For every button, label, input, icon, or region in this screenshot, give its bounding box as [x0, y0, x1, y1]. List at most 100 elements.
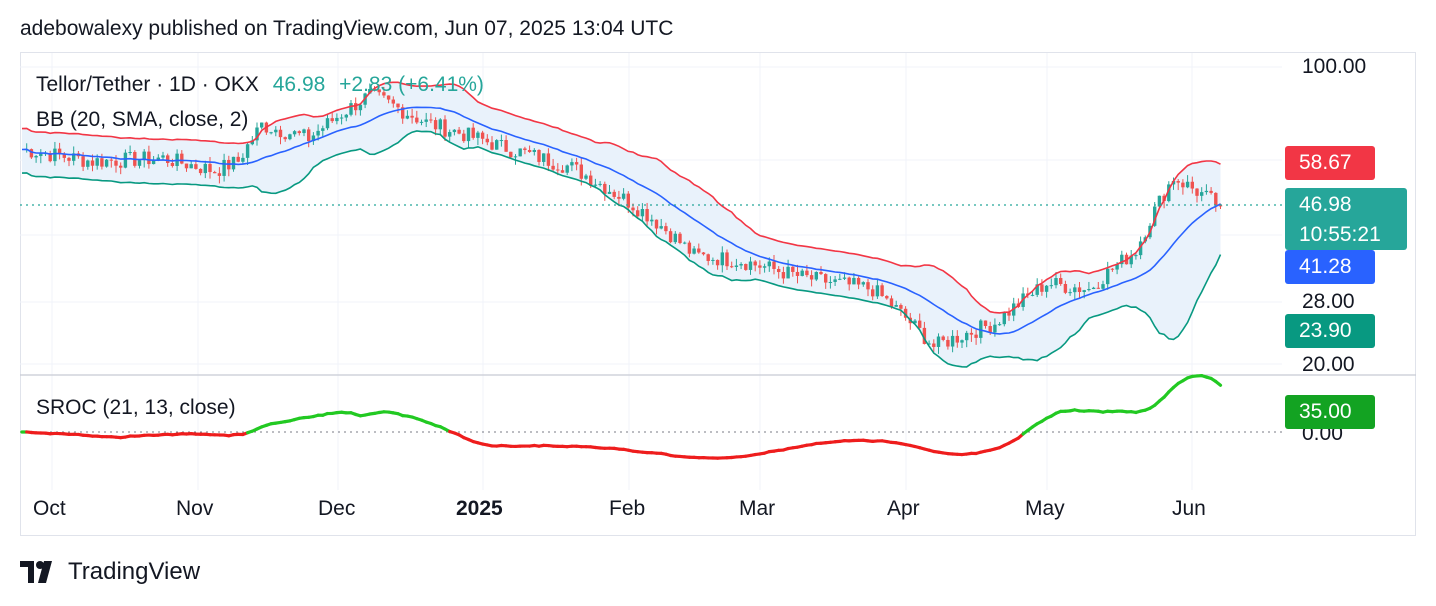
candle — [720, 246, 724, 273]
candle — [1129, 250, 1133, 268]
symbol-legend[interactable]: Tellor/Tether · 1D · OKX 46.98 +2.83 (+6… — [36, 73, 484, 97]
candle — [72, 146, 76, 166]
candle-body — [203, 163, 207, 174]
candle — [758, 260, 762, 275]
candle-body — [184, 163, 189, 169]
candle-body — [241, 157, 245, 162]
y-tick-20: 20.00 — [1302, 353, 1355, 376]
candle-body — [683, 242, 687, 244]
candle-body — [382, 92, 386, 96]
candle-body — [401, 107, 405, 119]
candle-body — [288, 134, 292, 140]
candle-body — [330, 118, 334, 122]
candle-body — [405, 115, 410, 119]
candle-body — [856, 277, 861, 285]
candle — [983, 320, 988, 329]
candle-body — [819, 271, 823, 275]
candle-body — [222, 159, 226, 176]
candle — [725, 249, 729, 270]
candle — [274, 126, 278, 137]
candle-body — [946, 339, 950, 347]
candle — [325, 114, 330, 131]
candle — [838, 273, 842, 281]
candle-body — [871, 289, 875, 297]
candle-body — [81, 156, 85, 167]
candle-body — [1096, 287, 1100, 289]
candle — [1153, 202, 1157, 227]
tradingview-footer[interactable]: TradingView — [20, 558, 200, 586]
candle-body — [781, 272, 786, 279]
candle-body — [593, 184, 598, 186]
candle — [198, 168, 203, 176]
candle — [184, 163, 189, 172]
candle — [1096, 282, 1100, 289]
candle-body — [109, 159, 113, 161]
candle-body — [805, 270, 809, 276]
sroc-legend[interactable]: SROC (21, 13, close) — [36, 396, 236, 419]
candle — [678, 231, 682, 245]
candle-body — [419, 121, 424, 123]
candle-body — [34, 155, 38, 158]
candle-body — [523, 148, 527, 150]
candle — [941, 335, 945, 342]
price-change-value: +2.83 (+6.41%) — [339, 73, 484, 96]
candle — [104, 159, 109, 168]
candle — [734, 258, 739, 271]
candle-body — [969, 332, 974, 335]
candle-body — [1106, 268, 1110, 285]
candle — [1091, 286, 1096, 290]
candle — [424, 112, 428, 128]
candle — [1007, 307, 1011, 321]
candle-body — [292, 131, 297, 135]
candle — [480, 130, 485, 145]
chart-frame[interactable] — [20, 52, 1416, 536]
candle-body — [626, 193, 630, 208]
candle-body — [645, 209, 649, 222]
candle — [448, 129, 452, 142]
candle — [965, 330, 969, 348]
candle — [936, 333, 941, 354]
candle — [471, 123, 475, 140]
candle-body — [180, 153, 184, 164]
candle — [795, 264, 800, 284]
candle — [565, 164, 569, 176]
candle — [1063, 280, 1068, 295]
bb-legend[interactable]: BB (20, SMA, close, 2) — [36, 108, 249, 131]
candle — [203, 160, 207, 179]
candle — [584, 173, 588, 181]
upper-band-tag: 58.67 — [1285, 146, 1375, 180]
candle-body — [866, 282, 870, 290]
candle — [1106, 261, 1110, 290]
candle — [509, 151, 513, 159]
candle — [401, 104, 405, 124]
candle — [476, 130, 480, 146]
candle-body — [960, 340, 964, 343]
candle — [824, 273, 828, 289]
candle-body — [335, 117, 339, 122]
candle-body — [1035, 284, 1039, 295]
candle — [213, 170, 217, 174]
candle — [612, 189, 616, 200]
candle-body — [654, 219, 659, 229]
candle-body — [1077, 287, 1082, 293]
candle — [39, 149, 43, 164]
candle-body — [1101, 284, 1105, 289]
candle — [236, 152, 240, 163]
candle-body — [48, 153, 52, 162]
candle — [607, 184, 612, 194]
candle — [537, 149, 541, 166]
candle — [809, 270, 814, 287]
candle — [410, 108, 414, 124]
candle — [1185, 175, 1190, 189]
candle — [189, 160, 193, 169]
candle — [278, 125, 283, 145]
candle-body — [579, 164, 583, 179]
candle — [791, 266, 795, 277]
candle-body — [86, 160, 90, 167]
candle-body — [147, 151, 151, 165]
candle — [1035, 278, 1039, 298]
candle — [48, 150, 52, 163]
candle-body — [137, 160, 142, 166]
candle — [880, 283, 884, 297]
